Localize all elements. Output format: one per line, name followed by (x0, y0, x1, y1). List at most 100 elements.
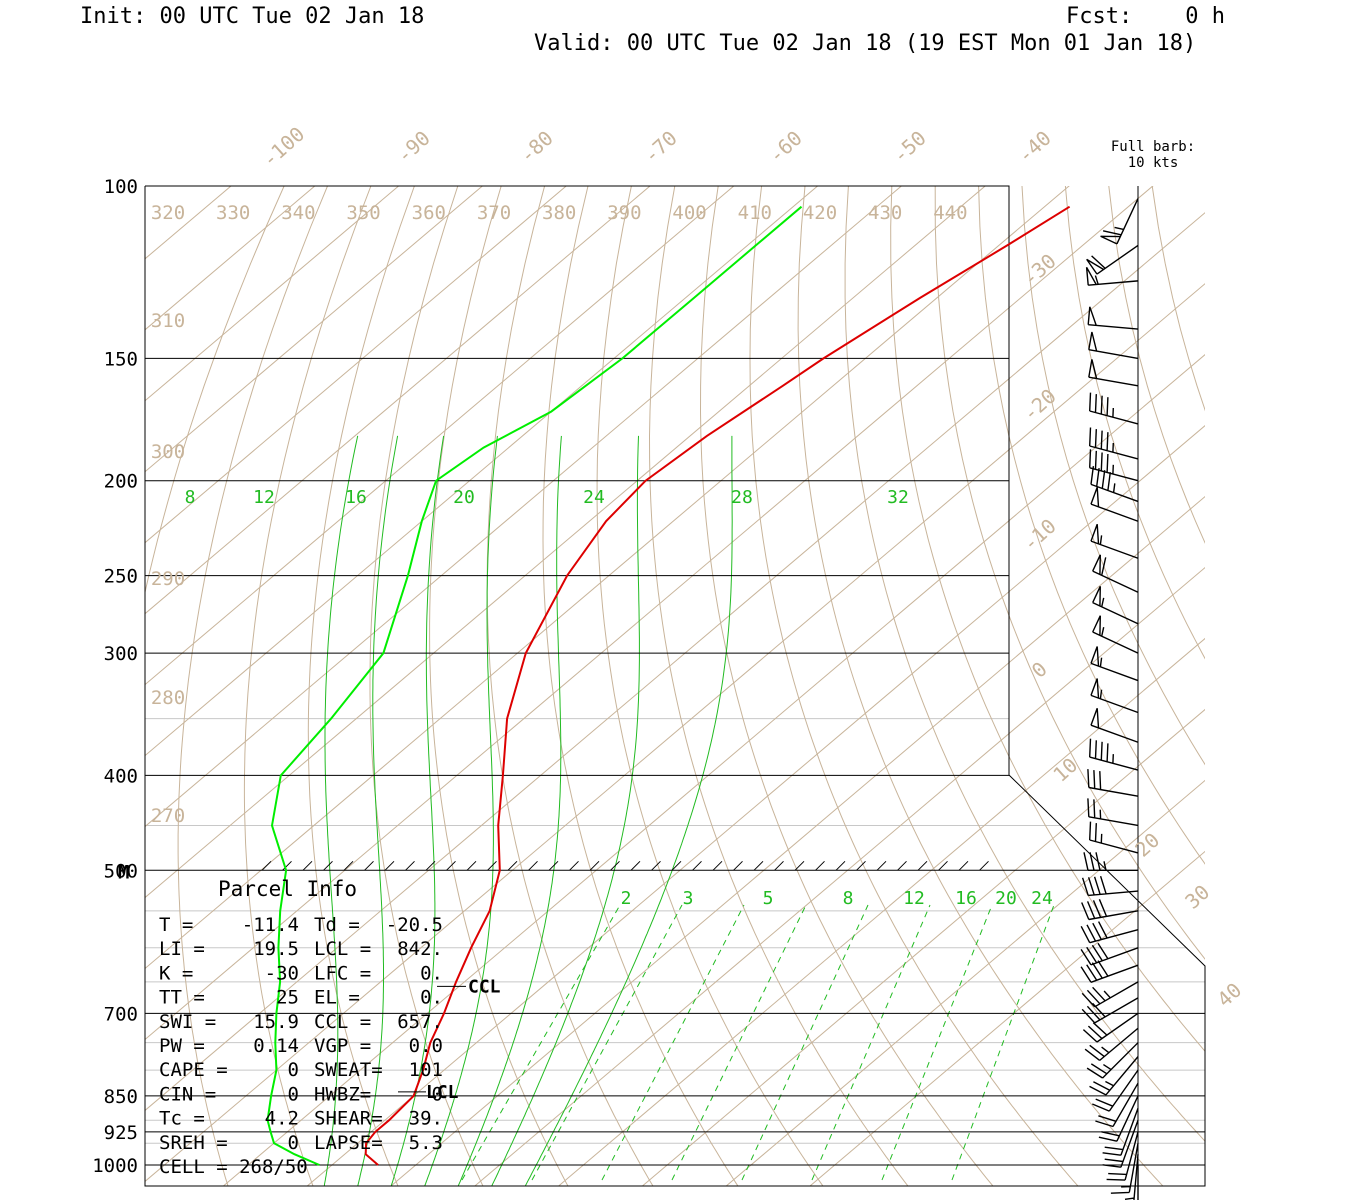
wind-barb (1090, 646, 1139, 682)
isotherm-label: -100 (257, 122, 309, 172)
parcel-info-label: CAPE = (159, 1059, 228, 1081)
parcel-info-value: 15.9 (253, 1011, 299, 1033)
wind-barb (1088, 331, 1139, 360)
mixing-ratio-label: 16 (955, 888, 977, 909)
parcel-info-label: SREH = (159, 1132, 228, 1154)
parcel-info-label: Td = (314, 914, 360, 936)
parcel-info-value: 0 (288, 1059, 299, 1081)
mixing-ratio-label: 12 (903, 888, 925, 909)
isotherm-line (145, 186, 567, 544)
hatch-mark (302, 860, 313, 871)
isotherm-line (558, 637, 1205, 1186)
isotherm-line (145, 283, 1205, 1183)
isotherm-line (223, 354, 1205, 1186)
isotherm-line (809, 850, 1205, 1186)
mixing-ratio-line (601, 904, 745, 1181)
dry-adiabat-line (934, 186, 1205, 960)
pressure-tick-label: 100 (104, 176, 138, 198)
parcel-info-label: CELL = 268/50 (159, 1156, 308, 1178)
theta-label: 410 (738, 202, 772, 224)
hatch-mark (405, 860, 415, 871)
parcel-info-label: CCL = (314, 1011, 371, 1033)
wind-barb (1080, 942, 1139, 966)
wind-barb (1095, 1082, 1139, 1128)
wind-barb (1089, 821, 1139, 854)
parcel-info-label: SWI = (159, 1011, 216, 1033)
hatch-mark (466, 860, 477, 871)
hatch-mark (794, 860, 805, 871)
mixing-ratio-line (881, 904, 993, 1181)
hatch-mark (651, 860, 661, 871)
parcel-info-value: 0.14 (253, 1035, 299, 1057)
mixing-ratio-line (671, 904, 807, 1181)
pressure-tick-label: 500 (104, 860, 138, 882)
pressure-tick-label: 400 (104, 765, 138, 787)
hatch-mark (589, 860, 600, 871)
theta-label: 360 (412, 202, 446, 224)
isotherm-line (145, 186, 1070, 970)
hatch-mark (507, 860, 518, 871)
pressure-tick-label: 1000 (92, 1155, 138, 1177)
isotherm-line (145, 186, 903, 828)
hatch-mark (630, 860, 641, 871)
dry-adiabat-line (542, 186, 739, 1186)
hatch-mark (753, 860, 764, 871)
parcel-info-value: 0. (420, 987, 443, 1009)
theta-label: 290 (151, 568, 185, 590)
hatch-mark (856, 860, 866, 871)
wind-barb (1090, 678, 1139, 714)
dry-adiabat-line (1064, 186, 1205, 660)
isotherm-label: -50 (888, 126, 931, 168)
pressure-tick-label: 250 (104, 566, 138, 588)
theta-label: 440 (933, 202, 967, 224)
dry-adiabat-line (978, 186, 1205, 865)
wind-barb (1090, 708, 1139, 743)
hatch-mark (917, 860, 928, 871)
parcel-info-label: SWEAT= (314, 1059, 383, 1081)
theta-label: 330 (216, 202, 250, 224)
isotherm-line (145, 212, 1205, 1112)
wind-barb (1100, 198, 1139, 245)
wind-barb (1081, 899, 1139, 921)
wind-barb (1080, 921, 1139, 944)
theta-label: 430 (868, 202, 902, 224)
hatch-mark (610, 860, 620, 871)
theta-label: 300 (151, 441, 185, 463)
wind-barb (1086, 244, 1139, 275)
hatch-mark (692, 860, 702, 871)
wind-barb (1090, 466, 1139, 503)
moist-adiabat-line (323, 435, 359, 1186)
init-time-label: Init: 00 UTC Tue 02 Jan 18 (80, 4, 425, 29)
parcel-info-value: 19.5 (253, 938, 299, 960)
isotherm-label: 10 (1048, 753, 1082, 787)
wind-barb (1085, 266, 1139, 286)
isotherm-line (145, 186, 651, 615)
isotherm-line (642, 708, 1205, 1186)
isotherm-line (145, 186, 986, 899)
theta-label: 390 (607, 202, 641, 224)
wind-barb (1092, 586, 1139, 625)
theta-label: 280 (151, 687, 185, 709)
wind-barb (1098, 1095, 1139, 1142)
hatch-mark (671, 860, 682, 871)
theta-label: 350 (346, 202, 380, 224)
isotherm-label: 0 (1027, 657, 1052, 683)
hatch-mark (364, 860, 374, 871)
wind-barb (1089, 738, 1139, 771)
isotherm-label: -60 (764, 126, 807, 168)
moist-adiabat-line (357, 435, 399, 1186)
theta-label: 320 (151, 202, 185, 224)
wind-barb (1106, 1131, 1139, 1181)
wind-barb (1124, 1154, 1139, 1200)
hatch-mark (835, 860, 846, 871)
parcel-info-value: -30 (265, 962, 299, 984)
theta-label: 380 (542, 202, 576, 224)
isotherm-line (145, 186, 735, 686)
parcel-info-value: 39. (409, 1108, 443, 1130)
dry-adiabat-line (1021, 186, 1205, 766)
dry-adiabat-line (429, 186, 569, 1186)
mixing-ratio-line (531, 904, 683, 1181)
hatch-mark (487, 860, 497, 871)
moist-adiabat-label: 8 (185, 487, 196, 508)
